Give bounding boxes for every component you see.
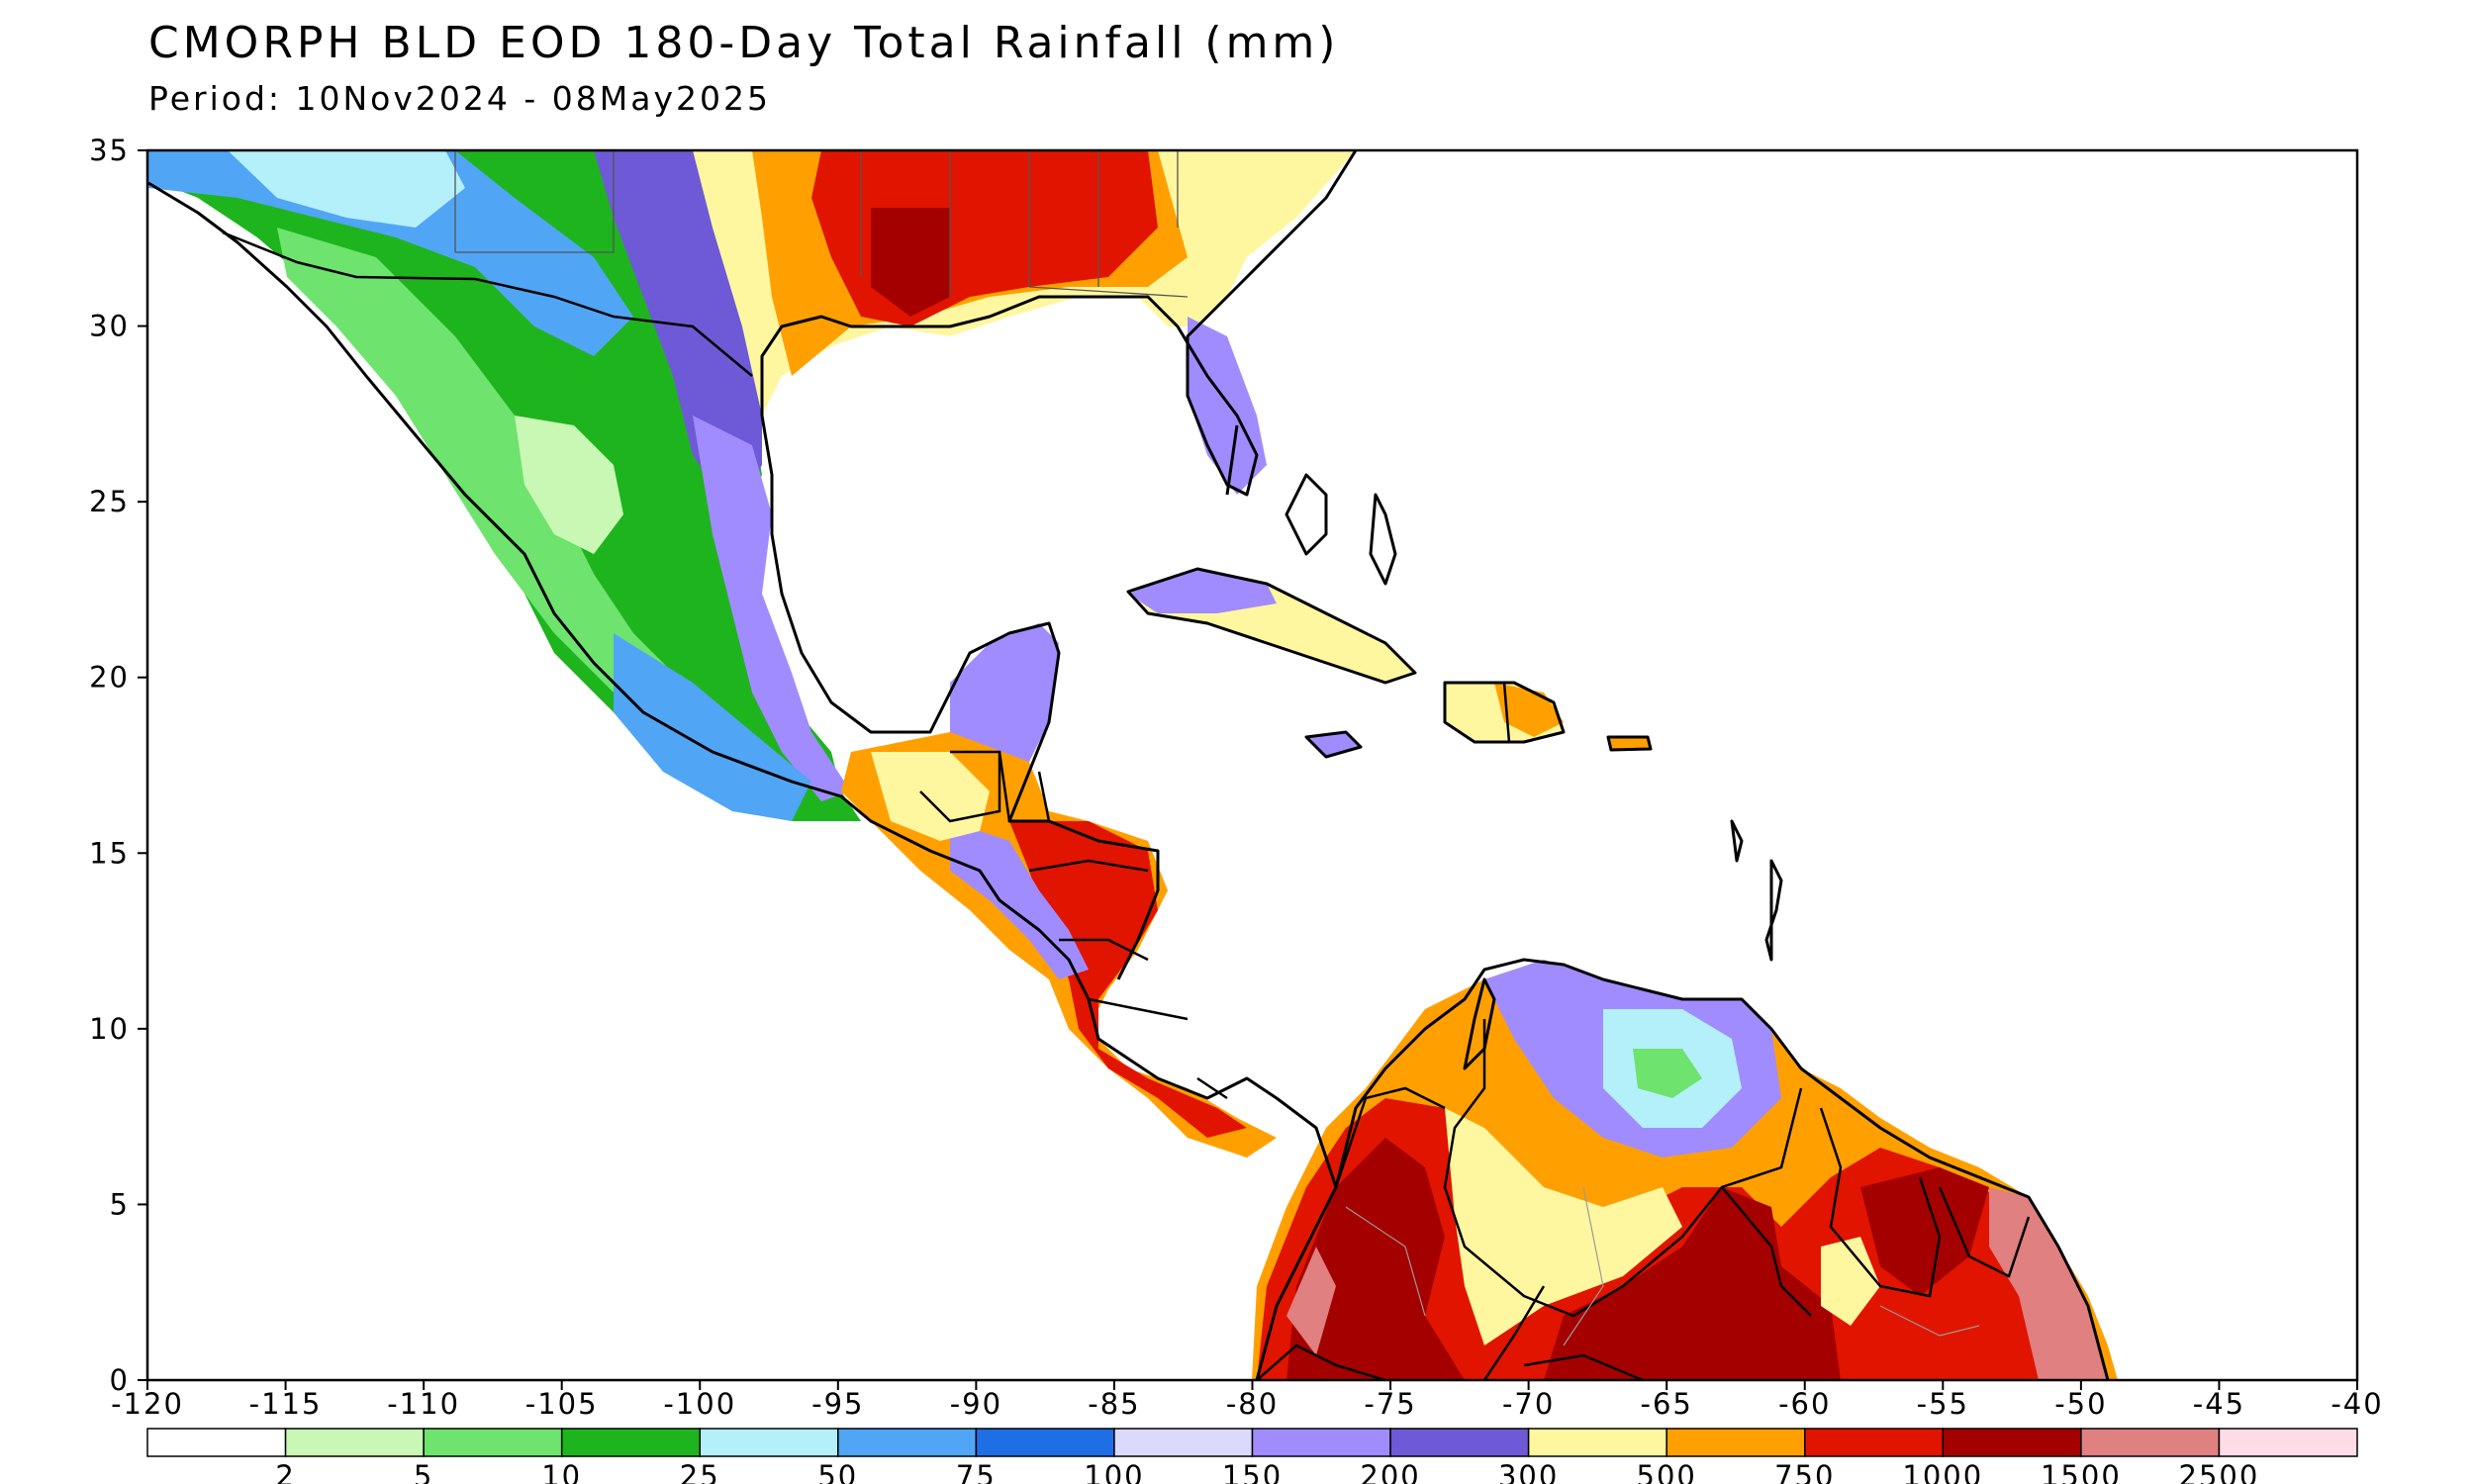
colorbar-swatch bbox=[284, 1428, 425, 1457]
lon-tick-label: -40 bbox=[2331, 1387, 2383, 1421]
lon-tick-label: -70 bbox=[1502, 1387, 1555, 1421]
south-america-darkred bbox=[1286, 1138, 1465, 1380]
amazon-darkred bbox=[1544, 1187, 1841, 1380]
colombia-pink bbox=[1286, 1247, 1336, 1355]
guiana-darkred bbox=[1860, 1167, 1989, 1296]
florida-lavender bbox=[1188, 317, 1267, 495]
lon-tick-label: -45 bbox=[2193, 1387, 2245, 1421]
colorbar-label: 1500 bbox=[2041, 1459, 2122, 1484]
lat-tick-label: 15 bbox=[89, 836, 130, 870]
venezuela-green bbox=[1633, 1049, 1702, 1098]
lon-tick-label: -120 bbox=[111, 1387, 184, 1421]
colorbar-swatch bbox=[1804, 1428, 1945, 1457]
puerto-rico-orange bbox=[1608, 737, 1651, 750]
colorbar-label: 500 bbox=[1637, 1459, 1697, 1484]
lon-tick-label: -55 bbox=[1917, 1387, 1969, 1421]
lon-tick-label: -60 bbox=[1778, 1387, 1831, 1421]
lon-tick-label: -115 bbox=[249, 1387, 323, 1421]
state-borders bbox=[454, 150, 1980, 1346]
colorbar-swatch bbox=[1942, 1428, 2082, 1457]
colorbar-label: 750 bbox=[1774, 1459, 1835, 1484]
lon-tick-label: -65 bbox=[1641, 1387, 1693, 1421]
coastlines bbox=[147, 149, 2110, 1381]
us-south-darkred bbox=[871, 208, 950, 317]
colorbar-label: 25 bbox=[680, 1459, 720, 1484]
lat-tick-label: 0 bbox=[110, 1363, 130, 1397]
lat-tick-label: 10 bbox=[89, 1012, 130, 1046]
lon-tick-label: -105 bbox=[525, 1387, 599, 1421]
lon-tick-label: -75 bbox=[1364, 1387, 1416, 1421]
colorbar-swatch bbox=[1113, 1428, 1254, 1457]
lat-tick-label: 35 bbox=[89, 134, 130, 167]
colorbar-swatch bbox=[560, 1428, 701, 1457]
colorbar-label: 75 bbox=[956, 1459, 997, 1484]
yucatan-purple bbox=[950, 623, 1059, 762]
andes-yellow bbox=[1445, 1108, 1682, 1345]
colorbar-swatch bbox=[2080, 1428, 2221, 1457]
hispaniola-orange bbox=[1494, 683, 1564, 737]
cuba-west-purple bbox=[1128, 569, 1277, 613]
colorbar-swatch bbox=[1251, 1428, 1391, 1457]
colorbar-legend: 2 5 10 25 50 75 100 150 200 300 500 750 1000 1500 2500 bbox=[146, 1428, 2358, 1484]
colorbar-swatch bbox=[837, 1428, 978, 1457]
lon-tick-label: -85 bbox=[1088, 1387, 1140, 1421]
colorbar-label: 150 bbox=[1222, 1459, 1283, 1484]
colorbar-swatch bbox=[2218, 1428, 2358, 1457]
colorbar-swatch bbox=[423, 1428, 563, 1457]
colorbar-label: 5 bbox=[414, 1459, 433, 1484]
map-title: CMORPH BLD EOD 180-Day Total Rainfall (m… bbox=[148, 18, 1340, 68]
colorbar-label: 200 bbox=[1360, 1459, 1420, 1484]
mexico-south-blue bbox=[614, 633, 811, 821]
central-america-lavender bbox=[950, 821, 1089, 979]
country-borders bbox=[222, 231, 2031, 1382]
lon-tick-label: -100 bbox=[663, 1387, 736, 1421]
period-subtitle: Period: 10Nov2024 - 08May2025 bbox=[148, 79, 771, 118]
mexico-white-dry bbox=[515, 416, 623, 554]
colorbar-label: 10 bbox=[541, 1459, 582, 1484]
colorbar-swatch bbox=[1527, 1428, 1667, 1457]
mexico-cyan bbox=[228, 150, 465, 228]
mexico-light-green bbox=[277, 228, 693, 732]
colorbar-label: 2 bbox=[275, 1459, 295, 1484]
brazil-pink bbox=[1989, 1187, 2108, 1380]
lon-tick-label: -95 bbox=[811, 1387, 864, 1421]
mexico-gulf-lavender bbox=[693, 416, 851, 801]
colorbar-swatch bbox=[975, 1428, 1115, 1457]
lon-tick-label: -80 bbox=[1226, 1387, 1279, 1421]
lon-tick-label: -50 bbox=[2054, 1387, 2107, 1421]
guiana-yellow bbox=[1821, 1237, 1880, 1326]
colorbar-label: 2500 bbox=[2179, 1459, 2260, 1484]
central-america-red bbox=[1009, 821, 1247, 1138]
colorbar-label: 1000 bbox=[1902, 1459, 1983, 1484]
lat-tick-label: 30 bbox=[89, 310, 130, 343]
colorbar-swatch bbox=[146, 1428, 287, 1457]
lat-tick-label: 20 bbox=[89, 661, 130, 695]
colorbar-label: 50 bbox=[817, 1459, 858, 1484]
colorbar-swatch bbox=[1665, 1428, 1806, 1457]
colorbar-swatch bbox=[699, 1428, 839, 1457]
mexico-blue bbox=[148, 150, 633, 356]
lat-tick-label: 5 bbox=[110, 1187, 130, 1221]
lon-tick-label: -110 bbox=[387, 1387, 460, 1421]
colorbar-label: 100 bbox=[1084, 1459, 1144, 1484]
axes: -120 -115 -110 -105 -100 -95 -90 -85 -80 -75 -70 -6… bbox=[89, 134, 2383, 1421]
rainfall-field bbox=[148, 150, 2118, 1380]
colorbar-label: 300 bbox=[1498, 1459, 1559, 1484]
lon-tick-label: -90 bbox=[950, 1387, 1002, 1421]
colorbar-swatch bbox=[1389, 1428, 1530, 1457]
lat-tick-label: 25 bbox=[89, 485, 130, 518]
